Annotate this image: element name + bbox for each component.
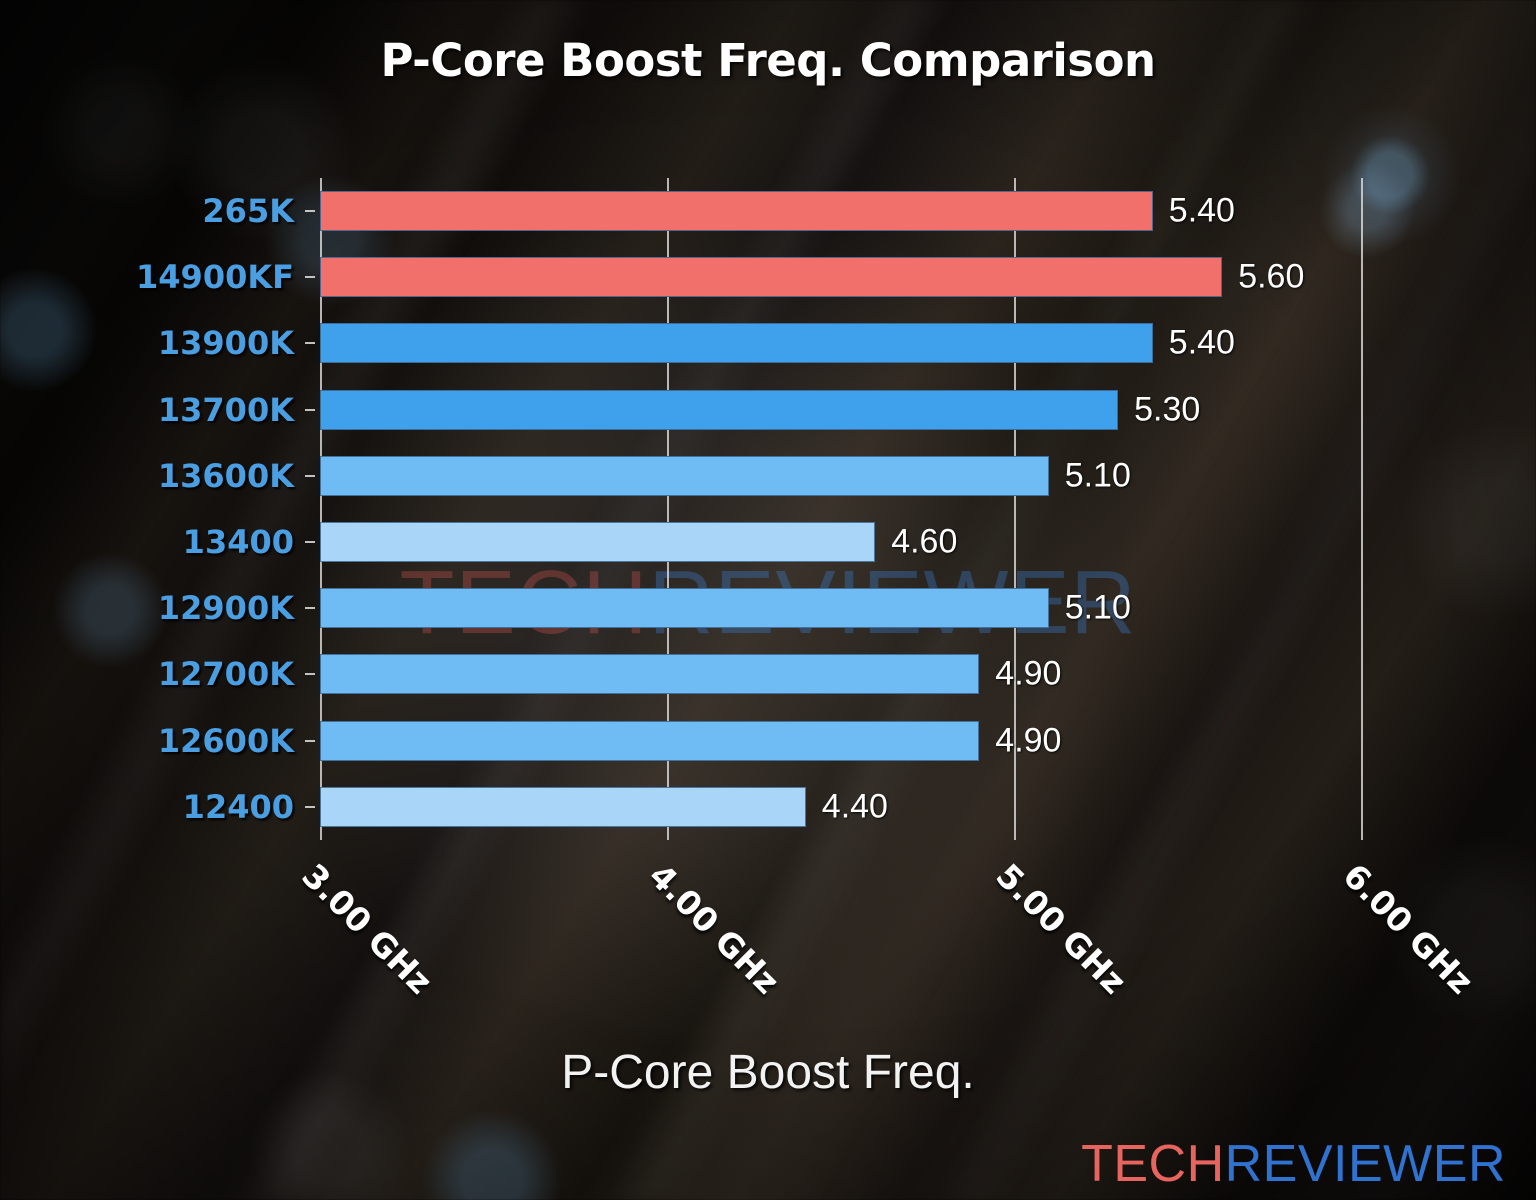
y-axis-label-row: 13700K	[0, 377, 294, 443]
bar-265k[interactable]	[320, 191, 1153, 232]
y-axis-tick	[305, 210, 315, 213]
y-axis-label-13900k: 13900K	[157, 324, 294, 363]
bar-value-label: 4.90	[995, 721, 1062, 760]
y-axis-label-row: 14900KF	[0, 244, 294, 310]
gridline-6-00-ghz	[1361, 178, 1363, 840]
y-axis-tick	[305, 342, 315, 345]
bar-value-label: 5.40	[1168, 191, 1235, 230]
y-axis-label-13400: 13400	[182, 523, 294, 562]
bar-13700k[interactable]	[320, 389, 1119, 430]
bar-value-label: 5.30	[1134, 390, 1201, 429]
bar-row: 4.90	[305, 641, 1361, 707]
gridline-3-00-ghz	[320, 178, 322, 840]
bar-13600k[interactable]	[320, 455, 1049, 496]
bar-value-label: 4.90	[995, 654, 1062, 693]
bar-row: 4.40	[305, 774, 1361, 840]
bar-value-label: 5.10	[1064, 588, 1131, 627]
y-axis-label-row: 13900K	[0, 310, 294, 376]
y-axis-labels: 265K 14900KF 13900K 13700K 13600K 13400 12900K…	[0, 178, 294, 840]
y-axis-label-12900k: 12900K	[157, 589, 294, 628]
bar-13400[interactable]	[320, 522, 876, 563]
y-axis-tick	[305, 276, 315, 279]
gridline-4-00-ghz	[667, 178, 669, 840]
bar-12600k[interactable]	[320, 720, 980, 761]
plot-area	[320, 178, 1363, 840]
bar-13900k[interactable]	[320, 323, 1153, 364]
bar-row: 5.40	[305, 310, 1361, 376]
bar-value-label: 4.40	[821, 787, 888, 826]
bar-12900k[interactable]	[320, 588, 1049, 629]
y-axis-label-12400: 12400	[182, 787, 294, 826]
bar-12700k[interactable]	[320, 654, 980, 695]
bar-row: 5.40	[305, 178, 1361, 244]
y-axis-label-row: 12600K	[0, 708, 294, 774]
bar-value-label: 4.60	[891, 522, 958, 561]
y-axis-label-row: 265K	[0, 178, 294, 244]
y-axis-label-12700k: 12700K	[157, 655, 294, 694]
y-axis-tick	[305, 805, 315, 808]
y-axis-label-12600k: 12600K	[157, 721, 294, 760]
bar-12400[interactable]	[320, 786, 806, 827]
bar-value-label: 5.40	[1168, 323, 1235, 362]
x-axis-title: P-Core Boost Freq.	[561, 1046, 975, 1099]
bar-value-label: 5.10	[1064, 456, 1131, 495]
y-axis-tick	[305, 607, 315, 610]
logo-tech-text: TECH	[1081, 1135, 1225, 1193]
y-axis-tick	[305, 541, 315, 544]
y-axis-label-13600k: 13600K	[157, 456, 294, 495]
y-axis-label-row: 12900K	[0, 575, 294, 641]
bar-row: 4.60	[305, 509, 1361, 575]
bar-14900kf[interactable]	[320, 257, 1223, 298]
bars-layer: 5.40 5.60 5.40 5.30 5.10 4.60 5.10 4.90 4.90 4.40	[305, 178, 1361, 840]
y-axis-label-row: 12400	[0, 774, 294, 840]
y-axis-tick	[305, 673, 315, 676]
y-axis-tick	[305, 474, 315, 477]
y-axis-label-13700k: 13700K	[157, 390, 294, 429]
y-axis-label-row: 13600K	[0, 443, 294, 509]
y-axis-tick	[305, 408, 315, 411]
logo-reviewer-text: REVIEWER	[1224, 1135, 1506, 1193]
bar-row: 5.10	[305, 575, 1361, 641]
bar-row: 5.30	[305, 377, 1361, 443]
gridline-5-00-ghz	[1014, 178, 1016, 840]
bar-row: 5.10	[305, 443, 1361, 509]
bar-row: 5.60	[305, 244, 1361, 310]
y-axis-label-14900kf: 14900KF	[136, 258, 294, 297]
y-axis-label-265k: 265K	[202, 192, 294, 231]
bar-value-label: 5.60	[1238, 257, 1305, 296]
techreviewer-logo: TECHREVIEWER	[1081, 1134, 1506, 1194]
bar-rows: 5.40 5.60 5.40 5.30 5.10 4.60 5.10 4.90 4.90 4.40	[305, 178, 1361, 840]
y-axis-tick	[305, 739, 315, 742]
chart-title: P-Core Boost Freq. Comparison	[380, 34, 1156, 87]
y-axis-label-row: 12700K	[0, 641, 294, 707]
y-axis-label-row: 13400	[0, 509, 294, 575]
bar-row: 4.90	[305, 708, 1361, 774]
